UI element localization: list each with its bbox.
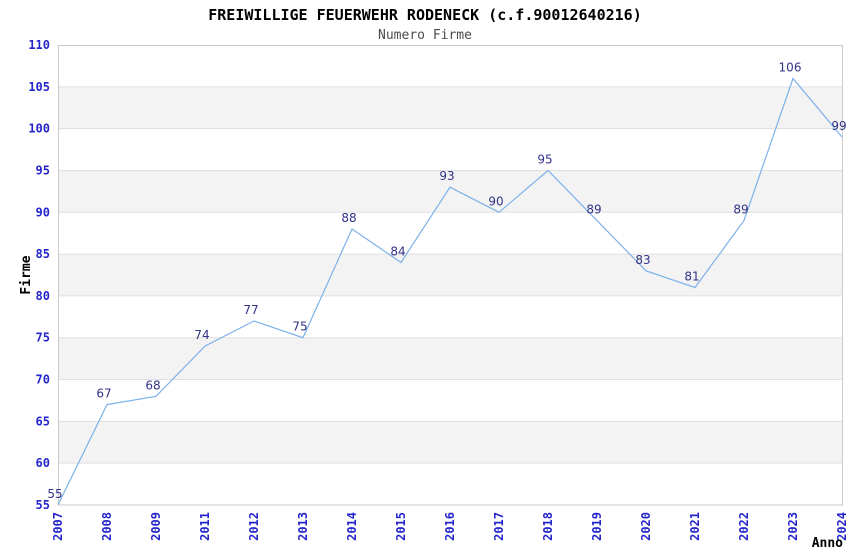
- y-tick-label: 80: [36, 289, 50, 303]
- y-tick-label: 100: [28, 122, 50, 136]
- data-label: 77: [243, 303, 258, 317]
- x-tick-label: 2007: [51, 512, 65, 541]
- y-tick-label: 95: [36, 163, 50, 177]
- x-tick-label: 2009: [149, 512, 163, 541]
- y-axis-title: Firme: [19, 255, 34, 294]
- data-labels: 55 67 68 74 77 75 88 84 93 90 95 89 83 81 89 106 99: [47, 61, 846, 502]
- data-label: 74: [194, 328, 209, 342]
- y-tick-labels: 55 60 65 70 75 80 85 90 95 100 105 110: [28, 38, 50, 512]
- y-tick-label: 85: [36, 247, 50, 261]
- x-tick-label: 2023: [786, 512, 800, 541]
- x-tick-label: 2011: [198, 512, 212, 541]
- x-tick-label: 2019: [590, 512, 604, 541]
- x-tick-label: 2012: [247, 512, 261, 541]
- y-tick-label: 75: [36, 331, 50, 345]
- data-label: 89: [586, 203, 601, 217]
- x-tick-label: 2021: [688, 512, 702, 541]
- x-tick-label: 2020: [639, 512, 653, 541]
- data-label: 99: [831, 119, 846, 133]
- plot-border: [58, 45, 843, 506]
- x-tick-labels: 2007 2008 2009 2011 2012 2013 2014 2015 2016 2017…: [51, 512, 849, 541]
- x-tick-label: 2024: [835, 512, 849, 541]
- y-tick-label: 55: [36, 498, 50, 512]
- data-label: 81: [684, 270, 699, 284]
- y-tick-label: 105: [28, 80, 50, 94]
- y-tick-label: 90: [36, 205, 50, 219]
- grid-lines: [58, 86, 842, 464]
- x-axis-title: Anno: [812, 536, 843, 550]
- data-label: 75: [292, 320, 307, 334]
- y-tick-label: 65: [36, 414, 50, 428]
- plot-band: [58, 170, 842, 213]
- plot-band: [58, 421, 842, 464]
- data-label: 84: [390, 245, 405, 259]
- x-tick-label: 2018: [541, 512, 555, 541]
- x-tick-label: 2016: [443, 512, 457, 541]
- plot-bands: [58, 86, 842, 464]
- x-tick-label: 2017: [492, 512, 506, 541]
- data-label: 88: [341, 211, 356, 225]
- x-tick-label: 2014: [345, 512, 359, 541]
- data-label: 55: [47, 487, 62, 501]
- data-label: 83: [635, 253, 650, 267]
- y-tick-label: 110: [28, 38, 50, 52]
- x-tick-label: 2015: [394, 512, 408, 541]
- data-label: 93: [439, 169, 454, 183]
- data-label: 90: [488, 194, 503, 208]
- chart-title: FREIWILLIGE FEUERWEHR RODENECK (c.f.9001…: [208, 6, 641, 24]
- x-tick-label: 2013: [296, 512, 310, 541]
- data-label: 68: [145, 378, 160, 392]
- data-label: 106: [779, 61, 802, 75]
- y-tick-label: 70: [36, 373, 50, 387]
- plot-band: [58, 254, 842, 296]
- data-label: 95: [537, 153, 552, 167]
- plot-band: [58, 337, 842, 380]
- series-line: [57, 77, 843, 506]
- x-tick-label: 2022: [737, 512, 751, 541]
- chart-subtitle: Numero Firme: [378, 28, 472, 43]
- data-label: 67: [96, 387, 111, 401]
- x-tick-label: 2008: [100, 512, 114, 541]
- plot-band: [58, 86, 842, 129]
- y-tick-label: 60: [36, 456, 50, 470]
- data-label: 89: [733, 203, 748, 217]
